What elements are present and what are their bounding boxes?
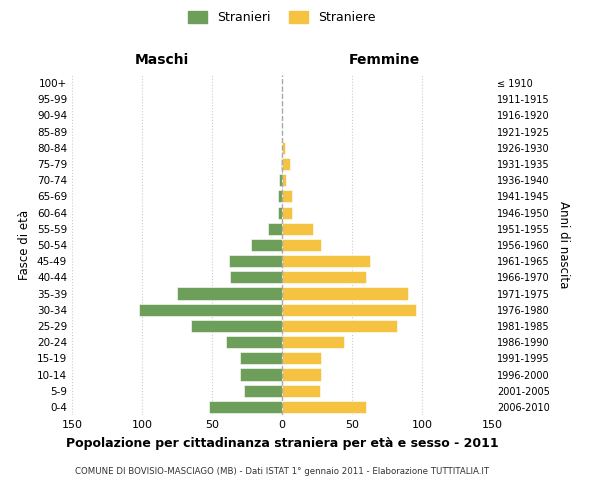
Text: Popolazione per cittadinanza straniera per età e sesso - 2011: Popolazione per cittadinanza straniera p… xyxy=(65,438,499,450)
Bar xyxy=(209,401,282,413)
Bar xyxy=(282,206,292,218)
Bar xyxy=(139,304,282,316)
Text: Femmine: Femmine xyxy=(349,54,419,68)
Bar xyxy=(281,158,282,170)
Bar xyxy=(278,190,282,202)
Bar xyxy=(282,174,286,186)
Bar xyxy=(282,304,416,316)
Bar xyxy=(226,336,282,348)
Bar xyxy=(240,368,282,380)
Bar xyxy=(282,255,370,268)
Bar xyxy=(282,384,320,397)
Bar xyxy=(279,174,282,186)
Text: Maschi: Maschi xyxy=(135,54,189,68)
Bar xyxy=(278,206,282,218)
Bar xyxy=(282,352,321,364)
Text: COMUNE DI BOVISIO-MASCIAGO (MB) - Dati ISTAT 1° gennaio 2011 - Elaborazione TUTT: COMUNE DI BOVISIO-MASCIAGO (MB) - Dati I… xyxy=(75,468,489,476)
Bar xyxy=(282,222,313,235)
Y-axis label: Anni di nascita: Anni di nascita xyxy=(557,202,569,288)
Bar xyxy=(177,288,282,300)
Bar xyxy=(282,158,290,170)
Bar xyxy=(268,222,282,235)
Bar xyxy=(282,320,397,332)
Bar xyxy=(282,288,408,300)
Bar xyxy=(282,368,321,380)
Bar xyxy=(229,255,282,268)
Bar xyxy=(282,190,292,202)
Bar xyxy=(282,142,285,154)
Bar xyxy=(282,272,366,283)
Bar xyxy=(282,401,366,413)
Bar xyxy=(282,336,344,348)
Bar xyxy=(240,352,282,364)
Bar xyxy=(244,384,282,397)
Bar xyxy=(191,320,282,332)
Bar xyxy=(282,239,321,251)
Legend: Stranieri, Straniere: Stranieri, Straniere xyxy=(184,6,380,29)
Y-axis label: Fasce di età: Fasce di età xyxy=(19,210,31,280)
Bar xyxy=(251,239,282,251)
Bar xyxy=(230,272,282,283)
